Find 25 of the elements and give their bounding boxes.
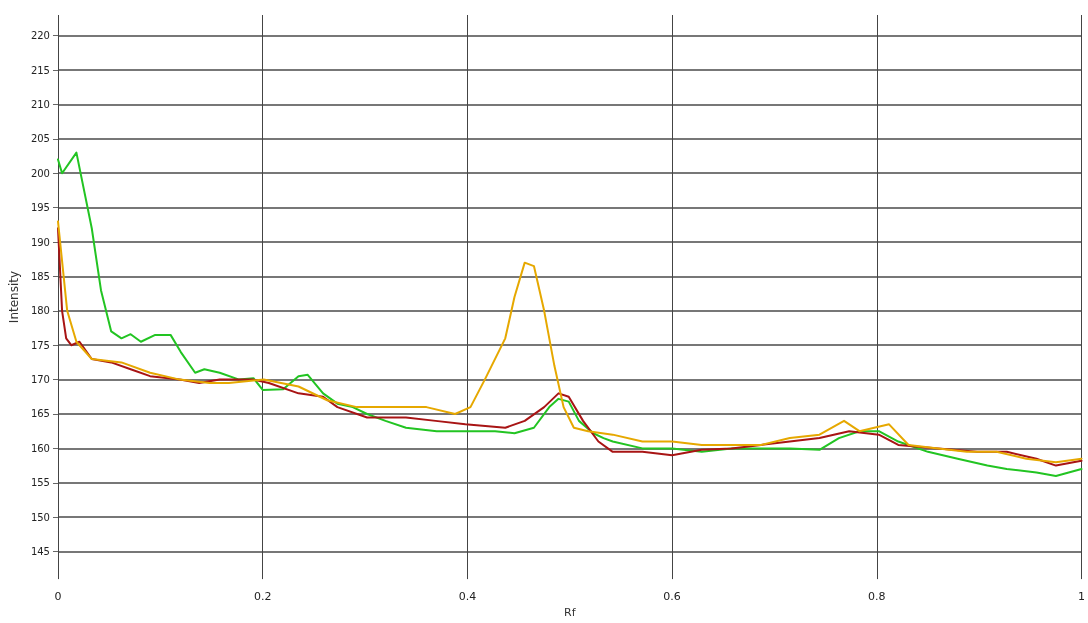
x-tick-label: 1 — [1078, 590, 1085, 604]
y-tick-label: 160 — [30, 442, 50, 454]
y-tick-label: 180 — [30, 305, 50, 317]
x-tick-label: 0.6 — [663, 590, 681, 604]
x-tick-label: 0 — [54, 590, 62, 604]
y-tick-label: 185 — [30, 270, 50, 282]
y-axis-title: Intensity — [7, 270, 21, 324]
y-tick-label: 195 — [30, 202, 50, 214]
y-tick-label: 190 — [30, 236, 50, 248]
y-tick-label: 200 — [30, 167, 50, 179]
y-tick-label: 220 — [30, 30, 50, 42]
y-tick-label: 165 — [30, 408, 50, 420]
y-tick-label: 210 — [30, 98, 50, 110]
y-tick-label: 175 — [30, 339, 50, 351]
y-tick-label: 145 — [30, 546, 50, 558]
x-tick-label: 0.4 — [458, 590, 477, 604]
y-tick-label: 155 — [30, 477, 50, 489]
y-tick-label: 170 — [30, 374, 50, 386]
x-tick-label: 0.2 — [253, 590, 272, 604]
y-tick-label: 150 — [30, 511, 50, 523]
line-series — [56, 151, 1083, 477]
y-tick-label: 205 — [30, 133, 50, 145]
x-tick-label: 0.8 — [868, 590, 886, 604]
x-axis-title: Rf — [563, 606, 577, 619]
y-tick-label: 215 — [30, 64, 50, 76]
